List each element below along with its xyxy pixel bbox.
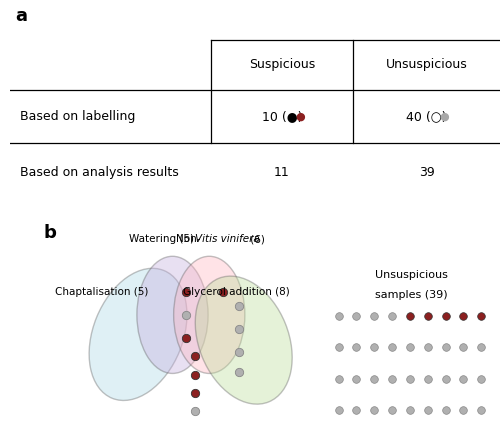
Text: Suspicious: Suspicious <box>249 58 315 72</box>
Text: Watering (5): Watering (5) <box>128 234 194 244</box>
Text: Vitis vinifera: Vitis vinifera <box>196 234 260 244</box>
Text: 40 (○): 40 (○) <box>406 110 447 123</box>
Text: ●: ● <box>295 112 305 121</box>
Text: Glycerol addition (8): Glycerol addition (8) <box>183 287 290 297</box>
Text: 39: 39 <box>418 166 434 179</box>
Text: Unsuspicious: Unsuspicious <box>386 58 468 72</box>
Text: ●: ● <box>440 112 450 121</box>
Ellipse shape <box>89 268 187 401</box>
Ellipse shape <box>174 256 245 374</box>
Ellipse shape <box>196 276 292 404</box>
Text: Unsuspicious: Unsuspicious <box>375 270 448 280</box>
Text: 11: 11 <box>274 166 290 179</box>
Text: samples (39): samples (39) <box>376 290 448 300</box>
Text: (6): (6) <box>247 234 265 244</box>
Text: b: b <box>43 224 56 242</box>
Text: a: a <box>15 7 27 25</box>
Text: Non-: Non- <box>176 234 201 244</box>
Text: Chaptalisation (5): Chaptalisation (5) <box>56 287 148 297</box>
Ellipse shape <box>137 256 208 374</box>
Text: Based on analysis results: Based on analysis results <box>20 166 178 179</box>
Text: Based on labelling: Based on labelling <box>20 110 135 123</box>
Text: 10 (●): 10 (●) <box>262 110 302 123</box>
